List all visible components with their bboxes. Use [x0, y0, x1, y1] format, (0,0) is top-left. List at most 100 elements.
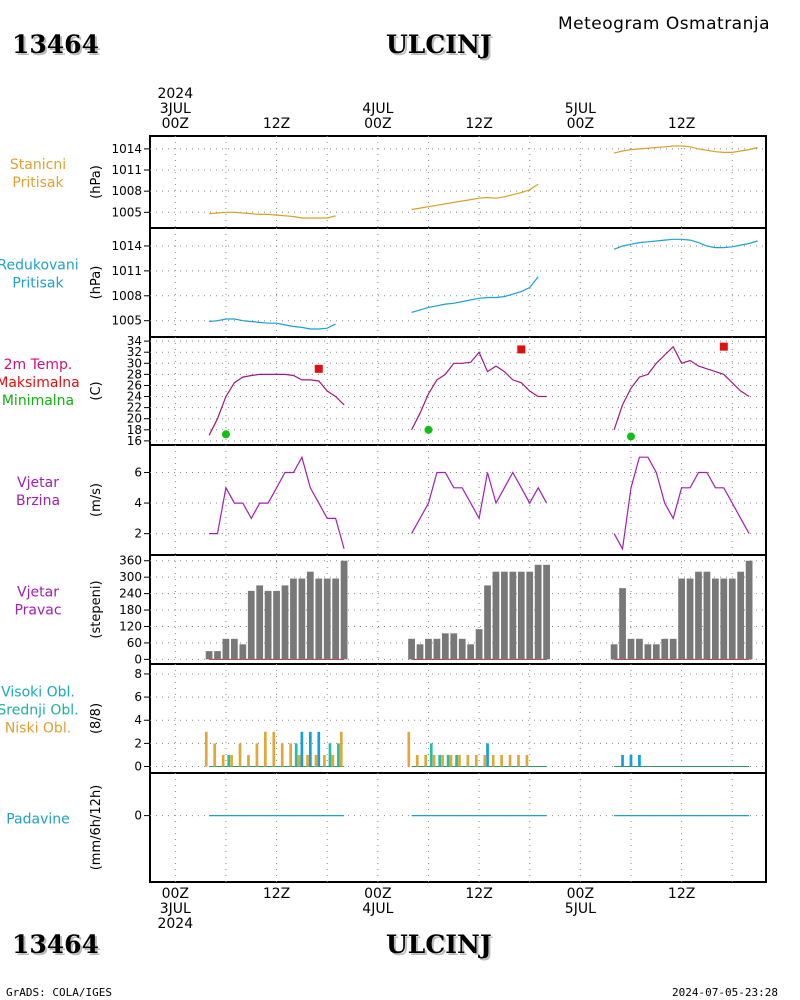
y-axis-label: (C): [89, 381, 104, 400]
cloud-cover-bar: [500, 754, 503, 767]
series-line: [613, 145, 758, 154]
wind-direction-bar: [475, 629, 483, 660]
cloud-cover-bar: [247, 754, 250, 767]
wind-direction-bar: [501, 571, 508, 660]
top-time-label: 12Z: [668, 116, 695, 132]
y-axis-label: (m/s): [89, 483, 104, 517]
panel-label: Stanicni: [10, 157, 66, 173]
cloud-cover-bar: [328, 743, 332, 767]
series-line: [411, 471, 548, 534]
y-tick-label: 18: [127, 423, 142, 437]
wind-direction-bar: [298, 578, 306, 660]
wind-direction-bar: [332, 578, 340, 660]
cloud-cover-bar: [272, 731, 276, 767]
y-tick-label: 240: [119, 587, 142, 601]
top-time-label: 4JUL: [362, 101, 393, 117]
wind-direction-bar: [661, 638, 669, 660]
wind-direction-bar: [534, 564, 542, 660]
wind-direction-bar: [231, 638, 238, 660]
wind-direction-bar: [543, 564, 550, 660]
cloud-cover-bar: [407, 731, 411, 767]
series-line: [209, 455, 345, 550]
wind-direction-bar: [492, 571, 500, 660]
y-tick-label: 1014: [111, 142, 142, 156]
y-tick-label: 16: [127, 434, 142, 448]
wind-direction-bar: [273, 590, 280, 660]
cloud-cover-bar: [297, 754, 301, 767]
cloud-cover-bar: [204, 731, 208, 767]
min-temp-marker: [626, 432, 635, 441]
bottom-time-label: 3JUL: [160, 901, 191, 917]
wind-direction-bar: [340, 560, 348, 660]
city-title: ULCINJ: [386, 30, 492, 59]
wind-direction-bar: [281, 585, 289, 660]
top-time-label: 12Z: [263, 116, 290, 132]
wind-direction-bar: [711, 578, 719, 660]
cloud-cover-bar: [294, 743, 298, 767]
y-axis-label: (mm/6h/12h): [89, 785, 104, 871]
panel-reduced-pressure: 1005 1008 1011 1014 (hPa) Redukovani Pritisak: [0, 227, 767, 338]
cloud-cover-bar: [213, 743, 217, 767]
wind-direction-bar: [737, 571, 745, 660]
cloud-cover-bar: [331, 754, 335, 767]
cloud-cover-bar: [446, 754, 450, 767]
cloud-cover-bar: [474, 754, 478, 767]
cloud-cover-bar: [308, 731, 312, 767]
chart-title: Meteogram Osmatranja: [558, 14, 771, 34]
cloud-cover-bar: [621, 754, 624, 767]
panel-label: Pritisak: [12, 276, 64, 292]
wind-direction-bar: [619, 588, 626, 660]
top-time-label: 2024: [157, 86, 193, 102]
panel-frame: [149, 444, 767, 556]
panel-label: Pravac: [14, 603, 61, 619]
wind-direction-bar: [636, 638, 643, 660]
wind-direction-bar: [222, 638, 230, 660]
wind-direction-bar: [323, 578, 331, 660]
cloud-cover-bar: [638, 754, 641, 767]
cloud-cover-bar: [227, 754, 231, 767]
wind-direction-bar: [669, 638, 677, 660]
wind-direction-bar: [644, 644, 652, 660]
y-axis-label: (8/8): [89, 703, 104, 734]
y-tick-label: 4: [134, 713, 142, 727]
panel-label: Vjetar: [17, 585, 59, 601]
panel-label: Niski Obl.: [5, 721, 71, 737]
y-tick-label: 1011: [111, 163, 142, 177]
y-tick-label: 8: [134, 667, 142, 681]
y-tick-label: 20: [127, 412, 142, 426]
cloud-cover-bar: [255, 743, 259, 767]
panel-label: Visoki Obl.: [1, 685, 75, 701]
cloud-cover-bar: [517, 754, 520, 767]
bottom-time-label: 5JUL: [565, 901, 596, 917]
cloud-cover-bar: [483, 754, 487, 767]
top-time-label: 00Z: [364, 116, 391, 132]
wind-direction-bar: [610, 644, 618, 660]
wind-direction-bar: [686, 578, 694, 660]
wind-direction-bar: [205, 651, 213, 660]
cloud-cover-bar: [314, 754, 318, 767]
cloud-cover-bar: [289, 743, 293, 767]
y-tick-label: 6: [134, 465, 142, 479]
wind-direction-bar: [290, 578, 297, 660]
y-tick-label: 1005: [111, 314, 142, 328]
bottom-time-label: 12Z: [263, 886, 290, 902]
max-temp-marker: [719, 342, 728, 351]
series-line: [209, 318, 336, 330]
top-time-label: 5JUL: [565, 101, 596, 117]
panel-label: Maksimalna: [0, 375, 80, 391]
wind-direction-bar: [408, 638, 415, 660]
min-temp-marker: [221, 430, 230, 439]
bottom-time-label: 12Z: [668, 886, 695, 902]
wind-direction-bar: [627, 638, 635, 660]
y-tick-label: 4: [134, 496, 142, 510]
cloud-cover-bar: [337, 743, 340, 767]
bottom-time-label: 00Z: [162, 886, 189, 902]
wind-direction-bar: [315, 578, 323, 660]
footer-city: ULCINJ: [386, 930, 492, 959]
footer-station-id: 13464: [12, 930, 99, 959]
wind-direction-bar: [416, 644, 424, 660]
wind-direction-bar: [247, 590, 255, 660]
series-line: [411, 276, 539, 313]
y-tick-label: 0: [134, 809, 142, 823]
